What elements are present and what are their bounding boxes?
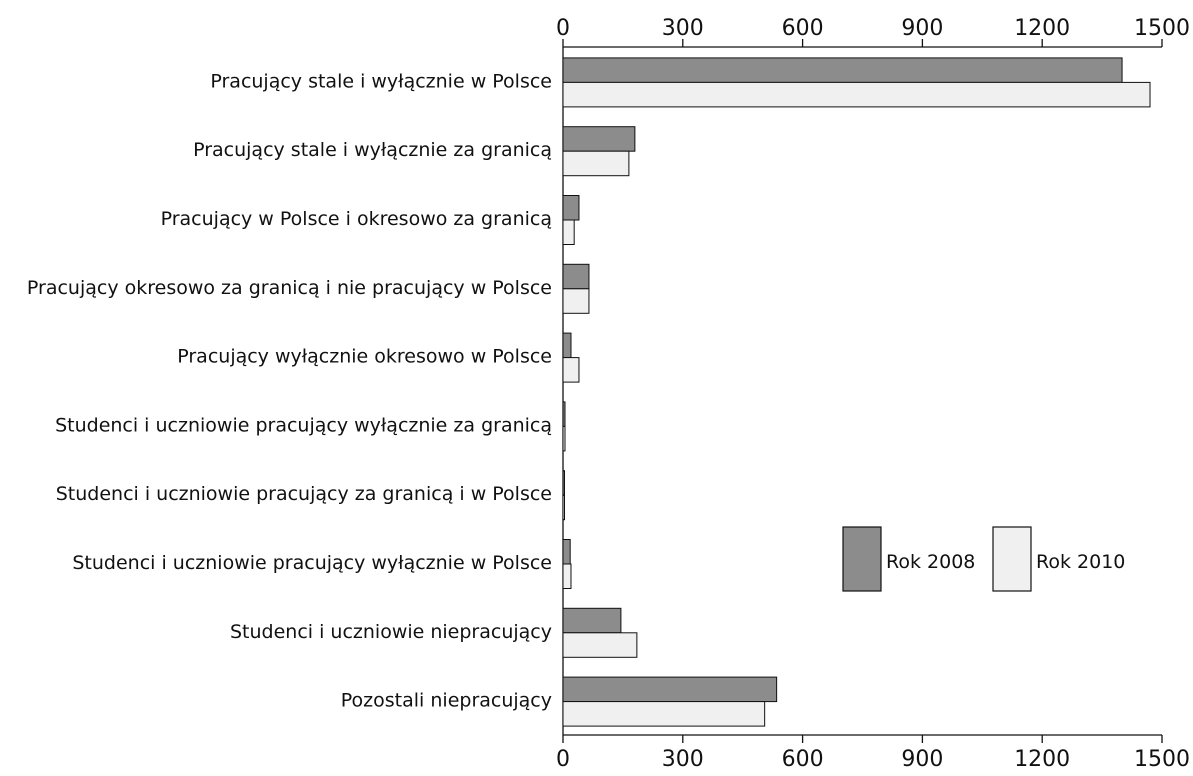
bar-rok-2010	[562, 632, 638, 658]
bottom-tick-label: 1200	[1014, 747, 1070, 772]
bar-rok-2010	[562, 563, 572, 589]
top-tick-label: 900	[901, 16, 943, 41]
bar-rok-2010	[562, 150, 630, 177]
bottom-tick-label: 900	[901, 747, 943, 772]
top-tick-label: 600	[782, 16, 824, 41]
category-label: Pracujący stale i wyłącznie w Polsce	[210, 70, 552, 92]
category-label: Studenci i uczniowie pracujący wyłącznie…	[55, 414, 552, 436]
bar-rok-2010	[562, 701, 766, 727]
category-label: Pracujący wyłącznie okresowo w Polsce	[177, 346, 552, 368]
bar-rok-2008	[562, 676, 778, 703]
bar-rok-2008	[562, 607, 622, 634]
legend-label-rok-2008: Rok 2008	[886, 551, 975, 573]
category-label: Pracujący okresowo za granicą i nie prac…	[27, 277, 552, 299]
legend: Rok 2008 Rok 2010	[842, 526, 1125, 592]
bar-rok-2008	[562, 263, 590, 290]
bar-rok-2008	[562, 332, 572, 359]
category-label: Studenci i uczniowie pracujący wyłącznie…	[72, 552, 552, 574]
bar-rok-2008	[562, 195, 580, 221]
bottom-tick-label: 300	[662, 747, 704, 772]
category-label: Studenci i uczniowie pracujący za granic…	[56, 483, 552, 505]
top-tick-label: 0	[556, 16, 570, 41]
category-label: Pozostali niepracujący	[341, 690, 552, 712]
bar-rok-2010	[562, 81, 1151, 108]
category-label: Pracujący stale i wyłącznie za granicą	[193, 139, 552, 161]
bar-rok-2008	[562, 470, 565, 496]
category-label: Pracujący w Polsce i okresowo za granicą	[161, 208, 552, 230]
category-label: Studenci i uczniowie niepracujący	[230, 621, 552, 643]
bar-rok-2008	[562, 126, 636, 152]
bar-rok-2010	[562, 425, 566, 452]
bar-rok-2008	[562, 57, 1123, 83]
bar-rok-2010	[562, 219, 575, 245]
category-labels: Pracujący stale i wyłącznie w Polsce Prac…	[27, 70, 552, 711]
bar-rok-2010	[562, 288, 590, 314]
bar-rok-2010	[562, 357, 580, 383]
bottom-tick-label: 1500	[1134, 747, 1190, 772]
bars	[562, 57, 1151, 727]
bar-rok-2008	[562, 401, 566, 427]
axes: 0 0 300 300 600 600 900 900 1200 1200 1500 1500	[556, 16, 1190, 772]
bar-rok-2010	[562, 494, 565, 521]
bottom-tick-label: 600	[782, 747, 824, 772]
legend-swatch-rok-2010	[992, 526, 1032, 592]
bar-rok-2008	[562, 539, 571, 565]
bottom-tick-label: 0	[556, 747, 570, 772]
top-tick-label: 300	[662, 16, 704, 41]
legend-swatch-rok-2008	[842, 526, 882, 592]
top-tick-label: 1500	[1134, 16, 1190, 41]
top-tick-label: 1200	[1014, 16, 1070, 41]
legend-label-rok-2010: Rok 2010	[1036, 551, 1125, 573]
